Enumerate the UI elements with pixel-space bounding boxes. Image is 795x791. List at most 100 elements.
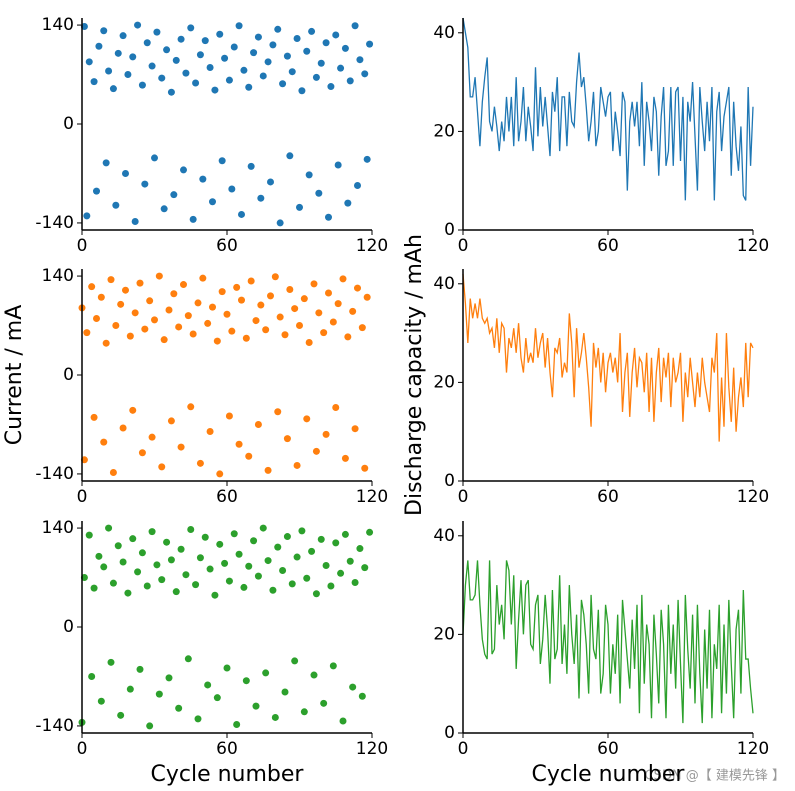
point: [170, 290, 178, 298]
x-tick-label: 60: [216, 739, 238, 759]
point: [189, 330, 197, 338]
point: [233, 721, 241, 729]
point: [315, 309, 323, 317]
point: [235, 550, 243, 558]
point: [300, 295, 308, 303]
point: [283, 435, 291, 443]
point: [245, 562, 253, 570]
point: [325, 213, 332, 221]
point: [344, 199, 352, 207]
point: [337, 569, 345, 577]
y-tick-label: 0: [444, 723, 455, 743]
point: [216, 470, 224, 478]
point: [160, 336, 168, 344]
y-tick-label: 0: [63, 617, 74, 637]
line: [462, 17, 754, 201]
point: [235, 440, 243, 448]
point: [109, 579, 117, 587]
point: [155, 690, 163, 698]
point: [308, 27, 316, 35]
point: [298, 527, 306, 535]
point: [90, 584, 98, 592]
point: [204, 681, 212, 689]
x-tick-label: 120: [737, 739, 769, 759]
point: [267, 292, 274, 300]
y-tick-label: 140: [42, 518, 74, 538]
point: [192, 581, 200, 589]
point: [148, 62, 156, 70]
point: [148, 433, 156, 441]
point: [165, 306, 173, 314]
point: [158, 576, 166, 584]
point: [122, 169, 129, 177]
point: [129, 406, 137, 414]
point: [233, 283, 241, 291]
point: [308, 547, 316, 555]
point: [167, 88, 175, 96]
point: [119, 32, 127, 40]
point: [242, 334, 250, 342]
point: [112, 322, 120, 330]
point: [109, 469, 117, 477]
point: [146, 722, 154, 730]
point: [90, 413, 98, 421]
point: [170, 191, 178, 199]
point: [134, 568, 142, 576]
point: [349, 307, 357, 315]
point: [325, 289, 332, 297]
point: [341, 44, 349, 52]
point: [293, 461, 301, 469]
point: [218, 157, 226, 165]
point: [153, 28, 161, 36]
x-tick-label: 60: [597, 236, 619, 256]
point: [119, 424, 127, 432]
point: [126, 332, 134, 340]
point: [124, 589, 132, 597]
point: [334, 161, 342, 169]
x-tick-label: 60: [597, 487, 619, 507]
point: [143, 39, 151, 47]
point: [230, 43, 238, 51]
point: [327, 582, 335, 590]
y-tick-label: 140: [42, 266, 74, 286]
point: [209, 303, 216, 311]
point: [100, 563, 108, 571]
point: [317, 59, 325, 67]
point: [274, 408, 282, 416]
point: [100, 27, 108, 35]
point: [177, 35, 185, 43]
x-tick-label: 0: [77, 236, 88, 256]
point: [274, 25, 282, 33]
point: [201, 37, 209, 45]
point: [286, 285, 294, 293]
point: [320, 699, 328, 707]
point: [187, 24, 195, 32]
point: [192, 79, 200, 87]
point: [346, 77, 354, 85]
point: [254, 33, 262, 41]
x-tick-label: 0: [458, 236, 469, 256]
y-tick-label: 20: [433, 624, 455, 644]
point: [298, 87, 306, 95]
point: [175, 704, 183, 712]
point: [85, 58, 93, 66]
point: [138, 449, 146, 457]
point: [201, 533, 209, 541]
point: [136, 665, 144, 673]
point: [158, 463, 166, 471]
point: [225, 577, 233, 585]
point: [361, 70, 369, 78]
point: [172, 56, 180, 64]
y-tick-label: 40: [433, 526, 455, 546]
point: [114, 542, 122, 550]
y-tick-label: 0: [444, 471, 455, 491]
point: [129, 53, 137, 61]
point: [88, 672, 96, 680]
y-tick-label: 20: [433, 372, 455, 392]
point: [196, 459, 204, 467]
point: [180, 166, 187, 174]
point: [279, 566, 287, 574]
point: [163, 538, 171, 546]
point: [95, 42, 103, 50]
